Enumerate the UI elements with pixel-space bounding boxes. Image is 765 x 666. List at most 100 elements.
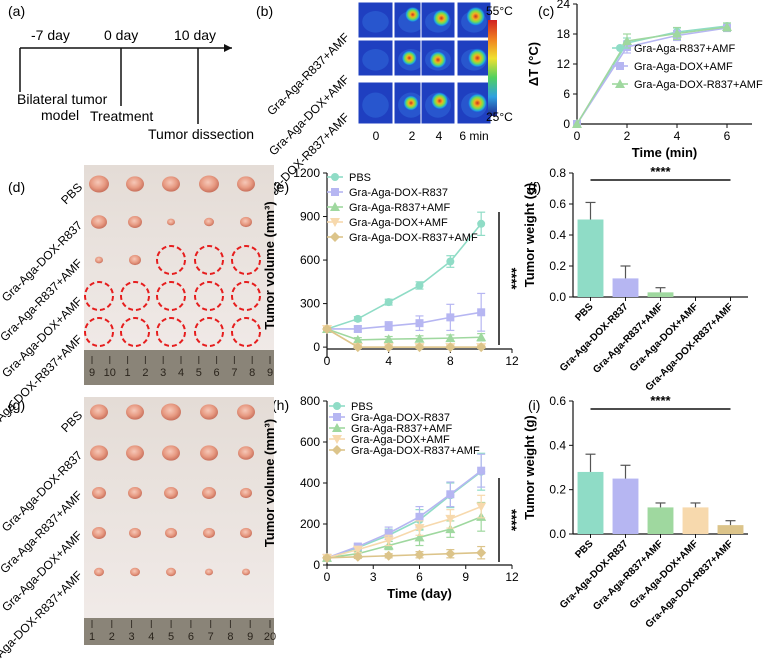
ruler-label: 9 <box>267 367 273 379</box>
thermal-hotspot <box>467 93 488 113</box>
tumor-specimen <box>126 176 144 192</box>
tumor-specimen <box>200 445 218 461</box>
x-tick-label: 4 <box>674 129 681 143</box>
ruler-label: 3 <box>160 367 166 379</box>
thermal-hotspot <box>401 50 418 66</box>
data-point <box>414 524 425 534</box>
x-tick-label: 3 <box>370 570 377 584</box>
x-tick-label: 0 <box>324 354 331 368</box>
tumor-specimen <box>166 567 176 577</box>
data-point <box>383 342 394 353</box>
legend-label: Gra-Aga-DOX+AMF <box>349 217 448 229</box>
data-point <box>383 536 394 546</box>
y-tick-label: 200 <box>300 517 320 531</box>
legend-label: Gra-Aga-DOX-R837+AMF <box>634 79 763 91</box>
timeline-label-0: 0 day <box>104 27 138 43</box>
x-tick-label: 12 <box>505 354 519 368</box>
data-point <box>622 36 632 45</box>
data-point <box>722 22 732 31</box>
data-point <box>476 342 487 353</box>
x-tick-label: Gra-Aga-DOX-R837 <box>558 301 631 374</box>
legend-label: Gra-Aga-R837+AMF <box>634 43 735 55</box>
data-point <box>415 512 424 521</box>
timeline-label-minus7: -7 day <box>31 27 70 43</box>
data-point <box>445 333 456 343</box>
x-tick-label: 9 <box>462 570 469 584</box>
tumor-specimen <box>126 445 144 461</box>
data-point <box>616 44 624 52</box>
y-tick-label: 0 <box>563 117 570 131</box>
tumor-specimen <box>92 487 106 499</box>
x-tick-label: 6 <box>416 570 423 584</box>
x-tick-label: PBS <box>573 538 596 561</box>
data-point <box>330 218 340 227</box>
empty-tumor-circle <box>84 317 114 347</box>
data-point <box>446 313 455 322</box>
data-point <box>414 342 425 353</box>
panel-label-c: (c) <box>538 3 554 19</box>
tumor-specimen <box>240 487 252 499</box>
series-line <box>576 26 728 125</box>
series-line <box>326 551 482 559</box>
ruler-label: 6 <box>188 631 194 643</box>
data-point <box>332 423 342 432</box>
x-tick-label: Gra-Aga-DOX+AMF <box>628 301 701 374</box>
data-point <box>476 332 487 342</box>
bar <box>577 219 604 297</box>
timeline-diagram: -7 day 0 day 10 day Bilateral tumor mode… <box>17 27 254 142</box>
legend-label: Gra-Aga-R837+AMF <box>351 423 452 435</box>
x-tick-label: 2 <box>624 129 631 143</box>
ruler-label: 4 <box>148 631 154 643</box>
data-point <box>352 334 363 344</box>
data-point <box>477 308 486 317</box>
bar <box>647 292 674 297</box>
legend-label: Gra-Aga-DOX-R837 <box>351 412 450 424</box>
timeline-event-model-2: model <box>41 107 79 123</box>
y-tick-label: 0.4 <box>549 228 566 242</box>
tumor-specimen <box>202 487 216 499</box>
ruler-label: 2 <box>109 631 115 643</box>
ruler-label: 8 <box>249 367 255 379</box>
data-point <box>384 298 393 307</box>
panel-label-d: (d) <box>8 179 25 195</box>
data-point <box>414 549 425 560</box>
data-point <box>446 490 455 499</box>
thermal-hotspot <box>432 9 451 28</box>
tumor-specimen <box>240 216 252 228</box>
data-point <box>333 402 341 410</box>
tumor-specimen <box>165 527 177 539</box>
x-tick-label: 0 <box>324 570 331 584</box>
tumor-specimen <box>130 567 140 577</box>
timeline-arrow-head <box>224 44 232 52</box>
y-tick-label: 0.6 <box>549 394 566 408</box>
legend-label: PBS <box>351 401 373 413</box>
x-tick-label: Gra-Aga-DOX+AMF <box>628 538 701 611</box>
data-point <box>332 445 342 455</box>
thermal-hotspot <box>430 91 449 110</box>
ruler-label: 3 <box>128 631 134 643</box>
y-axis-label: Tumor volume (mm³) <box>262 201 277 329</box>
x-axis-label: Time (day) <box>387 586 452 601</box>
data-point <box>414 532 425 542</box>
y-tick-label: 0.0 <box>549 527 566 541</box>
bar <box>647 507 674 534</box>
y-tick-label: 600 <box>300 435 320 449</box>
thermal-hotspot <box>467 48 488 68</box>
timeline-event-model-1: Bilateral tumor <box>17 91 108 107</box>
thermal-time-4: 4 <box>436 129 443 143</box>
tumor-specimen <box>240 527 252 539</box>
x-tick-label: 4 <box>385 354 392 368</box>
data-point <box>476 502 487 512</box>
thermal-body <box>362 10 389 33</box>
x-tick-label: 8 <box>447 354 454 368</box>
y-axis-label: Tumor weight (g) <box>522 183 537 287</box>
series-line <box>326 328 482 341</box>
data-point <box>331 188 339 196</box>
data-point <box>445 514 456 524</box>
ruler-label: 5 <box>168 631 174 643</box>
bar <box>682 507 709 534</box>
y-tick-label: 300 <box>300 297 320 311</box>
data-point <box>446 257 455 266</box>
data-point <box>330 232 340 242</box>
